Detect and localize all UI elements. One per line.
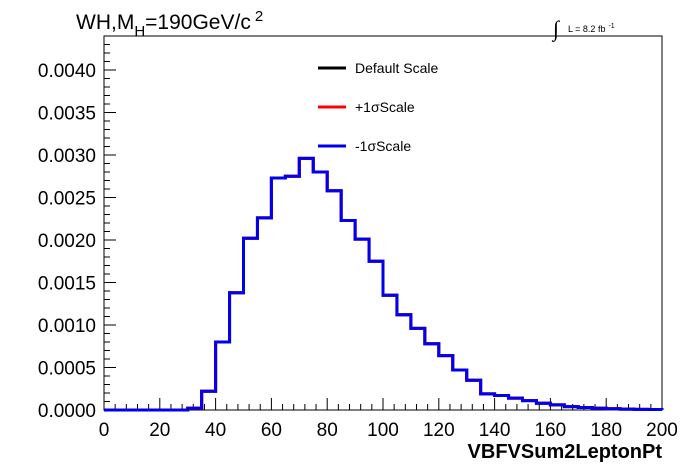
y-tick-label: 0.0010 — [38, 316, 96, 337]
series-layer — [104, 156, 664, 412]
x-tick-label: 180 — [590, 420, 622, 441]
x-tick-label: 100 — [367, 420, 399, 441]
y-tick-label: 0.0025 — [38, 189, 96, 210]
x-tick-label: 0 — [99, 420, 110, 441]
y-tick-label: 0.0015 — [38, 274, 96, 295]
title-subscript: H — [134, 23, 145, 40]
y-tick-label: 0.0030 — [38, 146, 96, 167]
x-tick-label: 160 — [535, 420, 567, 441]
y-tick-label: 0.0000 — [38, 401, 96, 422]
x-tick-label: 60 — [261, 420, 282, 441]
x-tick-label: 120 — [423, 420, 455, 441]
legend: Default Scale +1σScale -1σScale — [318, 60, 438, 154]
x-tick-label: 40 — [205, 420, 226, 441]
x-axis: 0 20 40 60 80 100 120 140 160 180 200 — [99, 398, 678, 441]
plot-frame — [103, 35, 663, 411]
x-tick-label: 20 — [149, 420, 170, 441]
y-tick-label: 0.0020 — [38, 231, 96, 252]
chart-title: WH,MH=190GeV/c 2 — [76, 8, 263, 40]
x-tick-label: 80 — [317, 420, 338, 441]
lumi-superscript: -1 — [608, 23, 614, 30]
series-line-2 — [104, 156, 664, 412]
legend-label-0: Default Scale — [355, 60, 438, 76]
legend-label-2: -1σScale — [355, 138, 411, 154]
x-axis-label: VBFVSum2LeptonPt — [468, 441, 663, 463]
title-rest: =190GeV/c — [145, 11, 251, 34]
y-axis: 0.0000 0.0005 0.0010 0.0015 0.0020 0.0025 0.00… — [38, 35, 116, 422]
title-superscript: 2 — [255, 8, 263, 25]
y-tick-label: 0.0005 — [38, 359, 96, 380]
x-tick-label: 140 — [479, 420, 511, 441]
lumi-integral: ∫ — [551, 16, 561, 42]
lumi-label: L = 8.2 fb -1 — [568, 23, 615, 34]
y-tick-label: 0.0040 — [38, 61, 96, 82]
x-tick-label: 200 — [646, 420, 678, 441]
y-tick-label: 0.0035 — [38, 104, 96, 125]
legend-label-1: +1σScale — [355, 99, 415, 115]
